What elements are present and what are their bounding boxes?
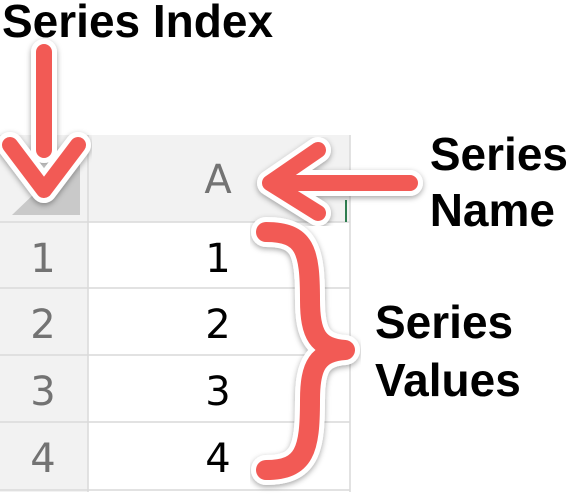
- row-header-1[interactable]: 1: [30, 236, 55, 282]
- row-header-3[interactable]: 3: [30, 369, 55, 415]
- cell-value-3[interactable]: 3: [205, 369, 230, 415]
- series-name-label-line1: Series: [430, 128, 568, 180]
- row-header-column: [0, 222, 88, 492]
- row-header-2[interactable]: 2: [30, 302, 55, 348]
- cell-value-1[interactable]: 1: [205, 236, 230, 282]
- cell-value-4[interactable]: 4: [205, 436, 230, 482]
- series-name-label-line2: Name: [430, 184, 555, 236]
- row-header-4[interactable]: 4: [30, 436, 55, 482]
- series-index-label: Series Index: [2, 0, 273, 47]
- series-values-label-line2: Values: [375, 354, 521, 406]
- series-values-brace-icon: [251, 217, 360, 485]
- series-name-arrow-icon: [257, 137, 423, 226]
- cell-value-2[interactable]: 2: [205, 302, 230, 348]
- column-header-label: A: [204, 157, 232, 203]
- series-values-label-line1: Series: [375, 296, 513, 348]
- series-index-arrow-icon: [0, 39, 91, 203]
